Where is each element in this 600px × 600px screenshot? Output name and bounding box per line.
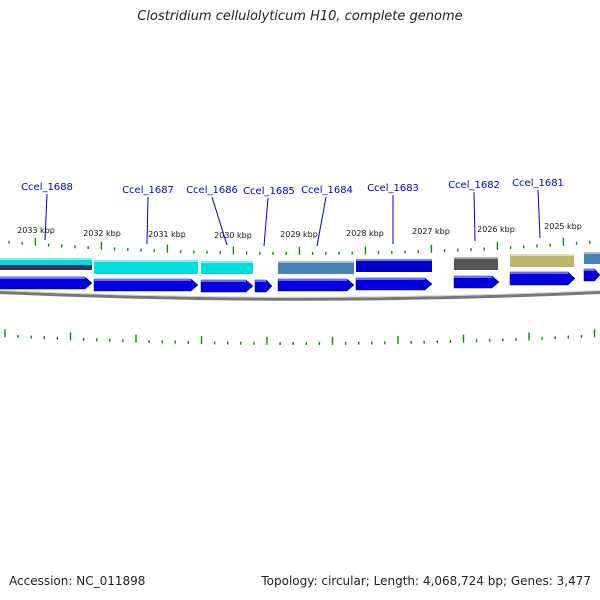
feature-block-highlight: [201, 261, 253, 263]
gene-leader-line: [44, 193, 48, 241]
feature-block[interactable]: [356, 259, 432, 272]
feature-block[interactable]: [201, 261, 253, 274]
feature-block[interactable]: [278, 261, 354, 274]
feature-block-highlight: [454, 257, 498, 259]
feature-block-shadow: [0, 265, 92, 270]
feature-block-highlight: [356, 259, 432, 261]
cds-track: [0, 268, 600, 293]
gene-leader-line: [263, 197, 269, 247]
gene-label-link[interactable]: Ccel_1681: [512, 178, 564, 189]
cds-arrow-highlight: [584, 269, 595, 271]
gene-label-link[interactable]: Ccel_1685: [243, 186, 295, 197]
cds-arrow-highlight: [454, 276, 492, 278]
gene-label-link[interactable]: Ccel_1684: [301, 185, 353, 196]
ruler-label: 2031 kbp: [148, 230, 186, 239]
feature-block[interactable]: [454, 257, 498, 270]
ruler-label: 2029 kbp: [280, 230, 318, 239]
feature-block-highlight: [94, 260, 198, 262]
cds-arrow-highlight: [0, 277, 85, 279]
ruler-label: 2032 kbp: [83, 229, 121, 238]
cds-arrow-highlight: [356, 278, 425, 280]
ruler-label: 2027 kbp: [412, 227, 450, 236]
gene-labels: Ccel_1688 Ccel_1687 Ccel_1686 Ccel_1685 Ccel…: [21, 178, 564, 247]
feature-block-highlight: [510, 254, 574, 256]
ruler-label: 2026 kbp: [477, 225, 515, 234]
accession-text: Accession: NC_011898: [9, 574, 146, 588]
cds-arrow-highlight: [255, 280, 267, 282]
cds-arrow-highlight: [510, 272, 568, 274]
gene-leader-line: [146, 196, 149, 245]
ruler-label: 2030 kbp: [214, 231, 252, 240]
feature-track: [0, 252, 600, 274]
gene-label-link[interactable]: Ccel_1682: [448, 180, 500, 191]
feature-block-highlight: [278, 261, 354, 263]
cds-arrow-highlight: [94, 279, 191, 281]
gene-leader-line: [211, 196, 228, 246]
feature-block[interactable]: [94, 260, 198, 274]
gene-label-link[interactable]: Ccel_1688: [21, 182, 73, 193]
gene-label-link[interactable]: Ccel_1686: [186, 185, 238, 196]
cds-arrow-highlight: [278, 279, 347, 281]
gene-label-link[interactable]: Ccel_1687: [122, 185, 174, 196]
lower-tick-track: [4, 329, 596, 345]
map-title: Clostridium cellulolyticum H10, complete…: [137, 9, 463, 24]
gene-leader-line: [537, 189, 541, 239]
ruler-label: 2028 kbp: [346, 229, 384, 238]
ruler-label: 2033 kbp: [17, 226, 55, 235]
feature-block[interactable]: [584, 252, 600, 264]
gene-label-link[interactable]: Ccel_1683: [367, 183, 419, 194]
ruler-labels: 2033 kbp 2032 kbp 2031 kbp 2030 kbp 2029 kbp…: [17, 222, 582, 240]
genome-backbone-highlight: [0, 290, 600, 298]
feature-block-highlight: [584, 252, 600, 254]
genome-summary-text: Topology: circular; Length: 4,068,724 bp…: [261, 574, 591, 588]
genome-backbone: [0, 291, 600, 301]
feature-block[interactable]: [510, 254, 574, 267]
upper-tick-track: [8, 237, 591, 255]
gene-leader-line: [473, 191, 476, 242]
feature-block-highlight: [0, 258, 92, 260]
gene-leader-line: [316, 196, 327, 247]
ruler-label: 2025 kbp: [544, 222, 582, 231]
cds-arrow-highlight: [201, 280, 246, 282]
